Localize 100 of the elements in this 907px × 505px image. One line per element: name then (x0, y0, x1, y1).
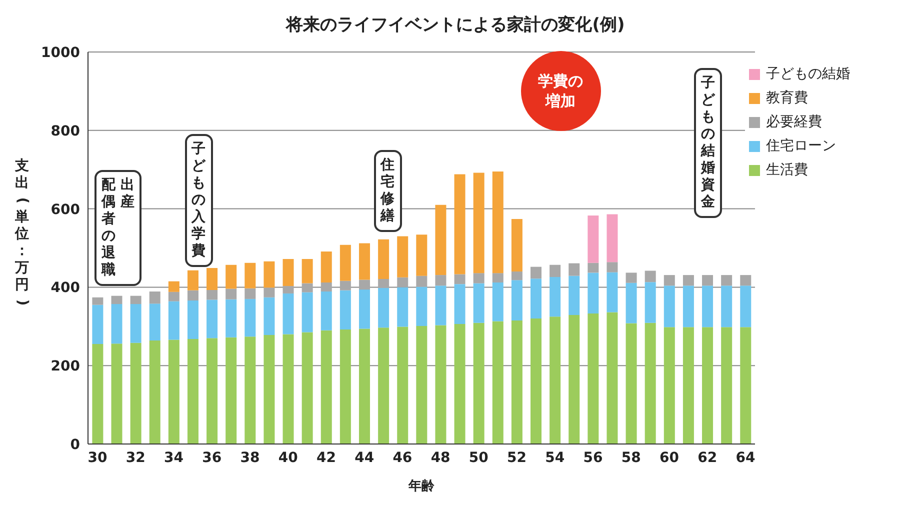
bar (302, 258, 313, 284)
bar (397, 326, 408, 444)
bar (626, 323, 637, 444)
bar (664, 286, 675, 328)
x-tick-label: 40 (278, 450, 298, 466)
bar (111, 344, 122, 444)
bar (492, 321, 504, 444)
bar (168, 301, 180, 340)
bar (358, 243, 370, 280)
bar (320, 252, 332, 282)
x-tick-label: 58 (621, 450, 641, 466)
bar (473, 172, 484, 274)
bar (264, 261, 275, 288)
bar (397, 236, 408, 278)
bar (168, 292, 180, 302)
bar (530, 266, 542, 279)
bar (550, 264, 561, 278)
bar (588, 215, 599, 263)
text: 支出(単位：万円) (14, 158, 30, 306)
bar (244, 298, 256, 337)
bar (416, 234, 428, 276)
bar (435, 325, 446, 444)
y-tick-label: 0 (70, 436, 80, 453)
bar (721, 275, 732, 286)
bar (187, 338, 198, 444)
annotation: 子どもの結婚資金 (701, 74, 716, 211)
bar (721, 327, 732, 444)
label-box: 子どもの入学費 (184, 134, 213, 268)
bar (492, 172, 504, 274)
bar (454, 324, 466, 444)
bar (226, 337, 237, 444)
bar (511, 320, 522, 444)
bar (702, 275, 714, 286)
bar (187, 290, 198, 301)
bar (416, 326, 428, 444)
bar (282, 334, 294, 444)
y-tick-label: 800 (50, 123, 80, 140)
bar (206, 268, 218, 290)
x-tick-label: 36 (202, 450, 222, 466)
bar (454, 274, 466, 284)
bar (244, 288, 256, 299)
bar (244, 336, 256, 444)
bar (626, 272, 637, 283)
bar (435, 286, 446, 326)
bar (644, 282, 656, 323)
bar (511, 272, 522, 280)
bar (340, 244, 351, 281)
bar (454, 284, 466, 324)
label-box: 出産 配偶者の退職 (94, 170, 142, 286)
bar (530, 278, 542, 319)
y-tick-label: 1000 (41, 44, 80, 61)
bar (397, 287, 408, 327)
bar (682, 327, 694, 444)
bar (282, 258, 294, 286)
bar (454, 174, 466, 274)
x-tick-label: 34 (164, 450, 184, 466)
x-tick-label: 38 (240, 450, 260, 466)
bar (130, 342, 142, 444)
bar (606, 214, 618, 262)
x-tick-label: 64 (736, 450, 756, 466)
bar (606, 312, 618, 444)
bar (206, 290, 218, 300)
x-tick-label: 50 (468, 450, 489, 466)
annotation: 子どもの入学費 (192, 141, 206, 260)
bar (473, 283, 484, 323)
bar (473, 322, 484, 444)
bar (606, 262, 618, 272)
chart-title: 将来のライフイベントによる家計の変化(例) (284, 14, 626, 37)
x-tick-label: 46 (392, 450, 412, 466)
bar (664, 327, 675, 444)
legend-label: 住宅ローン (766, 137, 836, 156)
legend-label: 必要経費 (766, 113, 822, 132)
x-tick-label: 52 (507, 450, 527, 466)
bar (644, 322, 656, 444)
legend-label: 生活費 (766, 161, 808, 180)
bar (416, 276, 428, 287)
bar (302, 332, 313, 444)
bar (588, 272, 599, 314)
x-tick-label: 32 (126, 450, 146, 466)
bar (111, 304, 122, 344)
legend-label: 子どもの結婚 (766, 65, 850, 84)
x-tick-label: 60 (660, 450, 680, 466)
bar (92, 304, 104, 344)
bar (740, 286, 752, 328)
bar (320, 292, 332, 330)
bar (358, 328, 370, 444)
bar (282, 293, 294, 334)
bar (226, 299, 237, 338)
bar (149, 304, 160, 341)
bar (435, 275, 446, 286)
bar (340, 280, 351, 290)
bar (149, 292, 160, 304)
bar (130, 296, 142, 304)
bar (320, 282, 332, 292)
bar (226, 288, 237, 300)
bar (626, 282, 637, 324)
annotation: 配偶者の退職 (101, 176, 116, 279)
bar (206, 338, 218, 444)
bar (492, 282, 504, 322)
bar (264, 288, 275, 298)
